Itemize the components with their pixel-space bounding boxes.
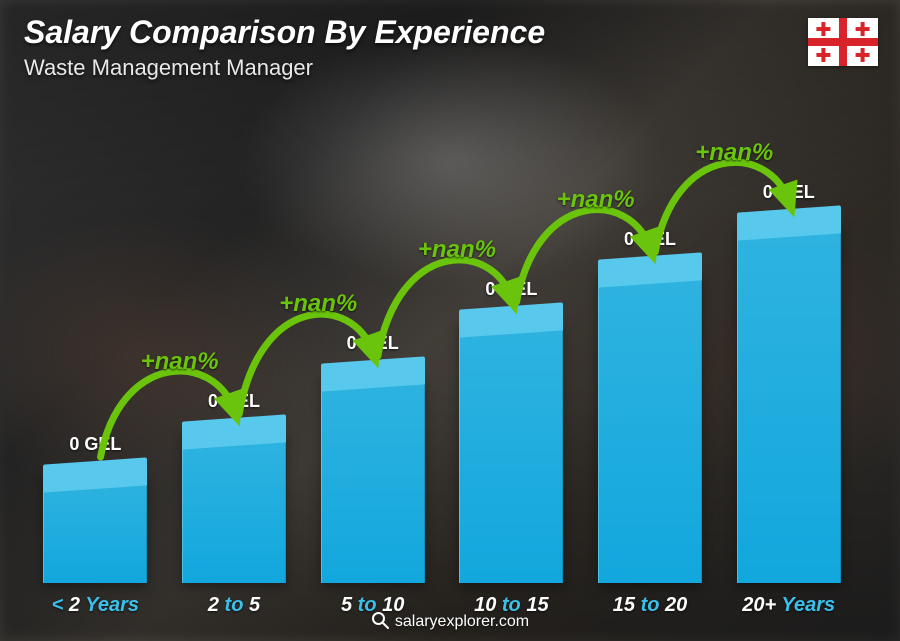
bar-5: 0 GEL20+ Years <box>725 182 852 583</box>
bar-0: 0 GEL< 2 Years <box>32 434 159 583</box>
delta-label: +nan% <box>557 186 635 214</box>
bar-value-label: 0 GEL <box>69 434 121 455</box>
search-icon <box>371 611 389 629</box>
bar-body <box>182 432 286 583</box>
bar-value-label: 0 GEL <box>763 182 815 203</box>
bar-body <box>598 270 702 583</box>
bar-4: 0 GEL15 to 20 <box>587 229 714 583</box>
bar-body <box>459 320 563 583</box>
delta-label: +nan% <box>279 290 357 318</box>
footer-attribution: salaryexplorer.com <box>0 611 900 631</box>
delta-label: +nan% <box>418 236 496 264</box>
country-flag-icon <box>808 18 878 66</box>
bar-value-label: 0 GEL <box>347 333 399 354</box>
chart-title: Salary Comparison By Experience <box>24 14 780 51</box>
chart-header: Salary Comparison By Experience Waste Ma… <box>24 14 780 81</box>
bar-body <box>321 374 425 583</box>
bar-1: 0 GEL2 to 5 <box>171 391 298 583</box>
bar-value-label: 0 GEL <box>624 229 676 250</box>
bar-body <box>737 223 841 583</box>
delta-label: +nan% <box>141 348 219 376</box>
footer-text: salaryexplorer.com <box>395 613 529 630</box>
delta-label: +nan% <box>695 139 773 167</box>
bar-value-label: 0 GEL <box>485 279 537 300</box>
bar-value-label: 0 GEL <box>208 391 260 412</box>
bar-3: 0 GEL10 to 15 <box>448 279 575 583</box>
chart-subtitle: Waste Management Manager <box>24 55 780 81</box>
bar-body <box>43 475 147 583</box>
bar-chart: 0 GEL< 2 Years0 GEL2 to 50 GEL5 to 100 G… <box>32 113 852 583</box>
bar-2: 0 GEL5 to 10 <box>309 333 436 583</box>
